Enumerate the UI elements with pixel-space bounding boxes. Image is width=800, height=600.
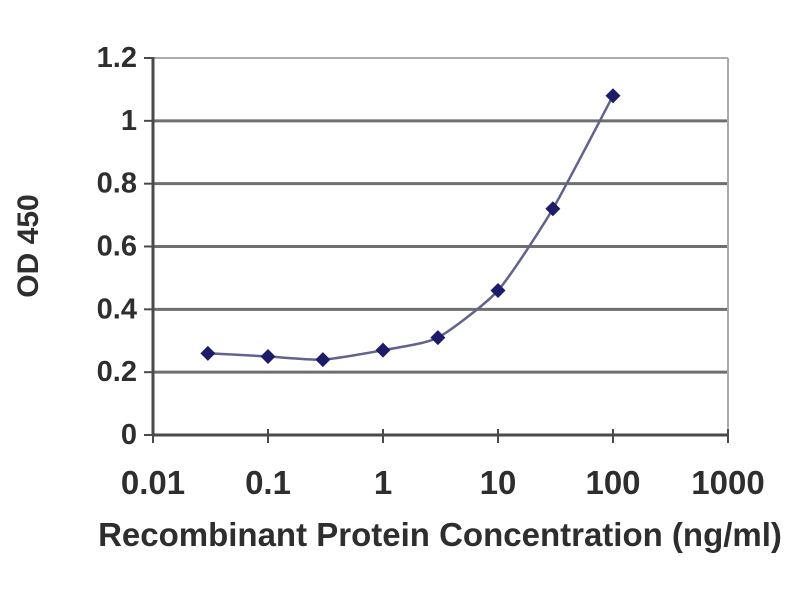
x-tick-label: 1 <box>374 464 392 501</box>
x-tick-label: 10 <box>480 464 517 501</box>
y-tick-label: 0.4 <box>97 293 137 325</box>
data-point-marker <box>605 88 621 104</box>
y-tick-label: 1 <box>121 105 137 137</box>
data-point-marker <box>545 201 561 217</box>
y-tick-label: 1.2 <box>97 42 137 74</box>
y-axis-tick-labels: 0 0.2 0.4 0.6 0.8 1 1.2 <box>97 42 137 451</box>
tick-marks <box>144 57 729 443</box>
y-tick-label: 0 <box>121 419 137 451</box>
data-point-marker <box>375 342 391 358</box>
series-line <box>207 95 615 361</box>
y-tick-label: 0.8 <box>97 168 137 200</box>
y-tick-label: 0.2 <box>97 356 137 388</box>
data-series <box>200 88 621 368</box>
x-axis-title: Recombinant Protein Concentration (ng/ml… <box>98 516 782 553</box>
x-tick-label: 0.01 <box>121 464 185 501</box>
x-axis-tick-labels: 0.01 0.1 1 10 100 1000 <box>121 464 765 501</box>
data-point-marker <box>490 282 506 298</box>
gridlines <box>153 57 729 435</box>
x-tick-label: 100 <box>585 464 640 501</box>
data-point-marker <box>430 330 446 346</box>
data-point-marker <box>260 348 276 364</box>
x-tick-label: 1000 <box>691 464 764 501</box>
y-axis-title: OD 450 <box>12 194 45 297</box>
data-point-marker <box>315 352 331 368</box>
data-point-marker <box>200 345 216 361</box>
y-tick-label: 0.6 <box>97 231 137 263</box>
x-tick-label: 0.1 <box>245 464 291 501</box>
